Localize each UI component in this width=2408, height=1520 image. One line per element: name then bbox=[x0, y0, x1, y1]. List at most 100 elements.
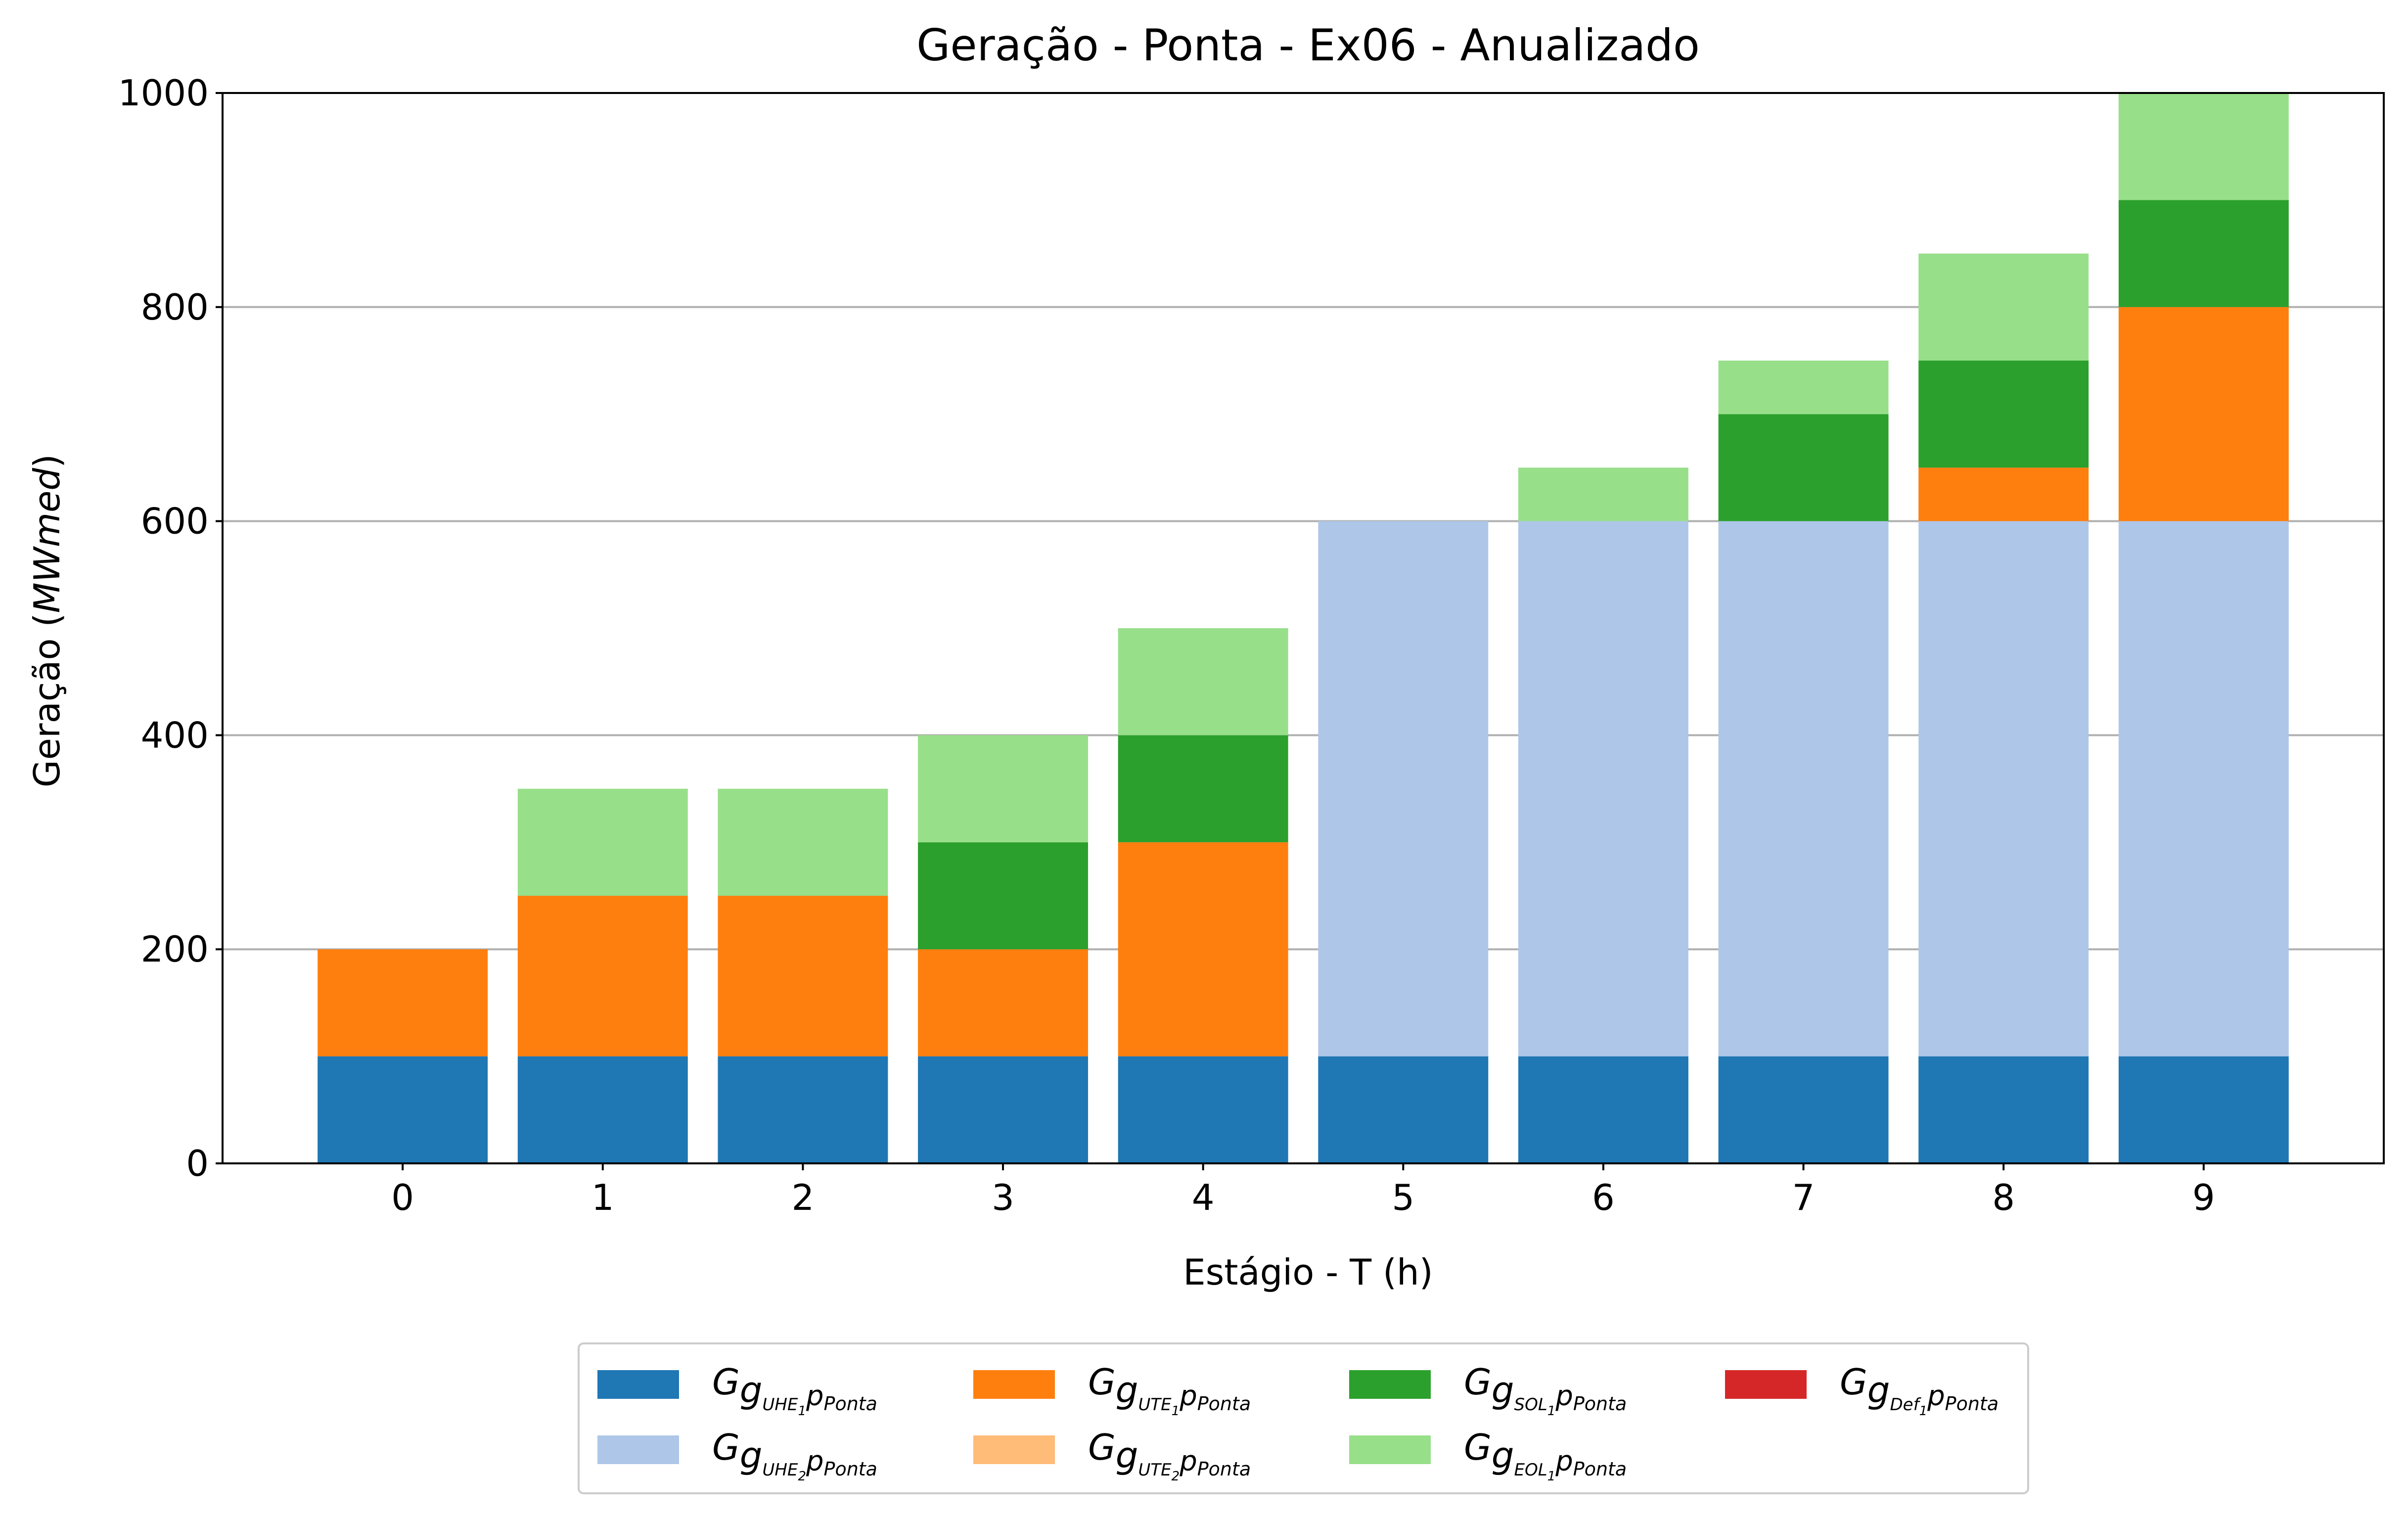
y-axis-label-close: ) bbox=[26, 454, 68, 468]
legend-label-part: UTE bbox=[1138, 1460, 1172, 1480]
legend-label-part: p bbox=[1555, 1445, 1573, 1477]
x-tick-label: 4 bbox=[1192, 1177, 1215, 1218]
y-tick-label: 0 bbox=[186, 1143, 209, 1184]
legend-label-ute1: GgUTE1pPonta bbox=[1088, 1361, 1251, 1419]
legend-label-part: 1 bbox=[1547, 1469, 1556, 1484]
bar-segment-eol1-3 bbox=[918, 735, 1089, 842]
bar-segment-uhe2-7 bbox=[1718, 521, 1889, 1057]
bar-segment-uhe1-4 bbox=[1118, 1056, 1288, 1163]
legend-label-uhe2: GgUHE2pPonta bbox=[712, 1427, 877, 1484]
legend-label-part: Ponta bbox=[824, 1458, 877, 1480]
legend-label-part: 2 bbox=[798, 1469, 806, 1484]
legend-label-ute2: GgUTE2pPonta bbox=[1088, 1427, 1251, 1484]
bar-segment-uhe1-3 bbox=[918, 1056, 1089, 1163]
legend-label-def1: GgDef1pPonta bbox=[1840, 1361, 1999, 1419]
legend-label-part: UTE bbox=[1138, 1395, 1172, 1415]
legend: GgUHE1pPontaGgUHE2pPontaGgUTE1pPontaGgUT… bbox=[578, 1342, 2029, 1494]
bar-segment-eol1-9 bbox=[2118, 93, 2289, 200]
legend-label-uhe1: GgUHE1pPonta bbox=[712, 1361, 877, 1419]
legend-label-part: Ponta bbox=[1573, 1393, 1627, 1415]
legend-label-part: g bbox=[1116, 1434, 1138, 1476]
legend-label-part: Ponta bbox=[1197, 1458, 1251, 1480]
bar-segment-uhe2-9 bbox=[2118, 521, 2289, 1057]
y-tick-label: 1000 bbox=[118, 72, 209, 114]
bar-segment-ute1-1 bbox=[517, 896, 688, 1057]
y-tick-label: 800 bbox=[141, 286, 209, 328]
bar-segment-ute1-2 bbox=[718, 896, 888, 1057]
bar-segment-uhe1-9 bbox=[2118, 1056, 2289, 1163]
legend-label-part: p bbox=[1179, 1380, 1197, 1412]
bar-segment-sol1-7 bbox=[1718, 414, 1889, 521]
legend-swatch-ute2 bbox=[973, 1435, 1055, 1464]
y-axis-label-main: Geração ( bbox=[26, 613, 68, 788]
bar-segment-sol1-4 bbox=[1118, 735, 1288, 842]
bar-segment-uhe2-8 bbox=[1918, 521, 2089, 1057]
legend-swatch-def1 bbox=[1725, 1370, 1807, 1399]
x-tick-label: 5 bbox=[1392, 1177, 1414, 1218]
bar-segment-eol1-6 bbox=[1518, 467, 1688, 521]
legend-label-part: p bbox=[806, 1445, 824, 1477]
legend-label-part: SOL bbox=[1514, 1395, 1547, 1415]
bar-segment-uhe2-6 bbox=[1518, 521, 1688, 1057]
bar-segment-uhe2-5 bbox=[1318, 521, 1489, 1057]
legend-label-part: g bbox=[740, 1369, 763, 1411]
bar-segment-uhe1-0 bbox=[318, 1056, 488, 1163]
legend-label-part: Ponta bbox=[1573, 1458, 1627, 1480]
bar-segment-eol1-2 bbox=[718, 788, 888, 896]
legend-label-part: g bbox=[740, 1434, 763, 1476]
legend-label-part: g bbox=[1116, 1369, 1138, 1411]
bar-segment-ute1-9 bbox=[2118, 307, 2289, 521]
bar-segment-eol1-7 bbox=[1718, 361, 1889, 415]
bar-segment-sol1-8 bbox=[1918, 361, 2089, 468]
bar-segment-ute1-4 bbox=[1118, 842, 1288, 1057]
x-tick-label: 3 bbox=[992, 1177, 1014, 1218]
legend-label-part: Def bbox=[1890, 1395, 1922, 1415]
legend-label-part: p bbox=[1927, 1380, 1945, 1412]
legend-label-sol1: GgSOL1pPonta bbox=[1464, 1361, 1627, 1419]
bar-segment-ute1-0 bbox=[318, 949, 488, 1057]
legend-label-eol1: GgEOL1pPonta bbox=[1464, 1427, 1627, 1484]
bar-segment-uhe1-1 bbox=[517, 1056, 688, 1163]
legend-swatch-ute1 bbox=[973, 1370, 1055, 1399]
x-axis-label: Estágio - T (h) bbox=[1183, 1251, 1433, 1293]
legend-label-part: Ponta bbox=[1197, 1393, 1251, 1415]
bars bbox=[318, 93, 2289, 1163]
legend-swatch-sol1 bbox=[1349, 1370, 1431, 1399]
x-tick-label: 6 bbox=[1592, 1177, 1615, 1218]
legend-label-part: G bbox=[1088, 1361, 1116, 1403]
legend-label-part: Ponta bbox=[824, 1393, 877, 1415]
bar-segment-eol1-4 bbox=[1118, 628, 1288, 736]
legend-label-part: 1 bbox=[1172, 1404, 1180, 1419]
legend-label-part: G bbox=[1840, 1361, 1867, 1403]
legend-label-part: G bbox=[1464, 1427, 1492, 1468]
bar-segment-uhe1-8 bbox=[1918, 1056, 2089, 1163]
y-axis-label-unit: MWmed bbox=[26, 467, 68, 613]
legend-label-part: G bbox=[1088, 1427, 1116, 1468]
legend-label-part: p bbox=[806, 1380, 824, 1412]
legend-label-part: g bbox=[1867, 1369, 1890, 1411]
bar-segment-eol1-1 bbox=[517, 788, 688, 896]
legend-label-part: 1 bbox=[1919, 1404, 1928, 1419]
legend-label-part: EOL bbox=[1514, 1460, 1547, 1480]
legend-label-part: G bbox=[712, 1361, 740, 1403]
x-tick-label: 0 bbox=[391, 1177, 414, 1218]
legend-swatch-uhe1 bbox=[597, 1370, 679, 1399]
plot-frame bbox=[222, 92, 2385, 1164]
legend-label-part: UHE bbox=[763, 1460, 798, 1480]
y-tick-label: 400 bbox=[141, 714, 209, 756]
bar-segment-ute1-8 bbox=[1918, 467, 2089, 521]
legend-swatch-eol1 bbox=[1349, 1435, 1431, 1464]
legend-box bbox=[578, 1342, 2029, 1494]
bar-segment-eol1-8 bbox=[1918, 253, 2089, 361]
legend-label-part: p bbox=[1555, 1380, 1573, 1412]
legend-label-part: 1 bbox=[798, 1404, 806, 1419]
bar-segment-ute1-3 bbox=[918, 949, 1089, 1057]
legend-label-part: G bbox=[1464, 1361, 1492, 1403]
legend-swatch-uhe2 bbox=[597, 1435, 679, 1464]
bar-segment-uhe1-7 bbox=[1718, 1056, 1889, 1163]
y-tick-label: 600 bbox=[141, 501, 209, 542]
bar-segment-sol1-3 bbox=[918, 842, 1089, 950]
legend-label-part: g bbox=[1492, 1434, 1514, 1476]
x-axis-ticks: 0 1 2 3 4 5 6 7 8 9 bbox=[391, 1163, 2215, 1218]
